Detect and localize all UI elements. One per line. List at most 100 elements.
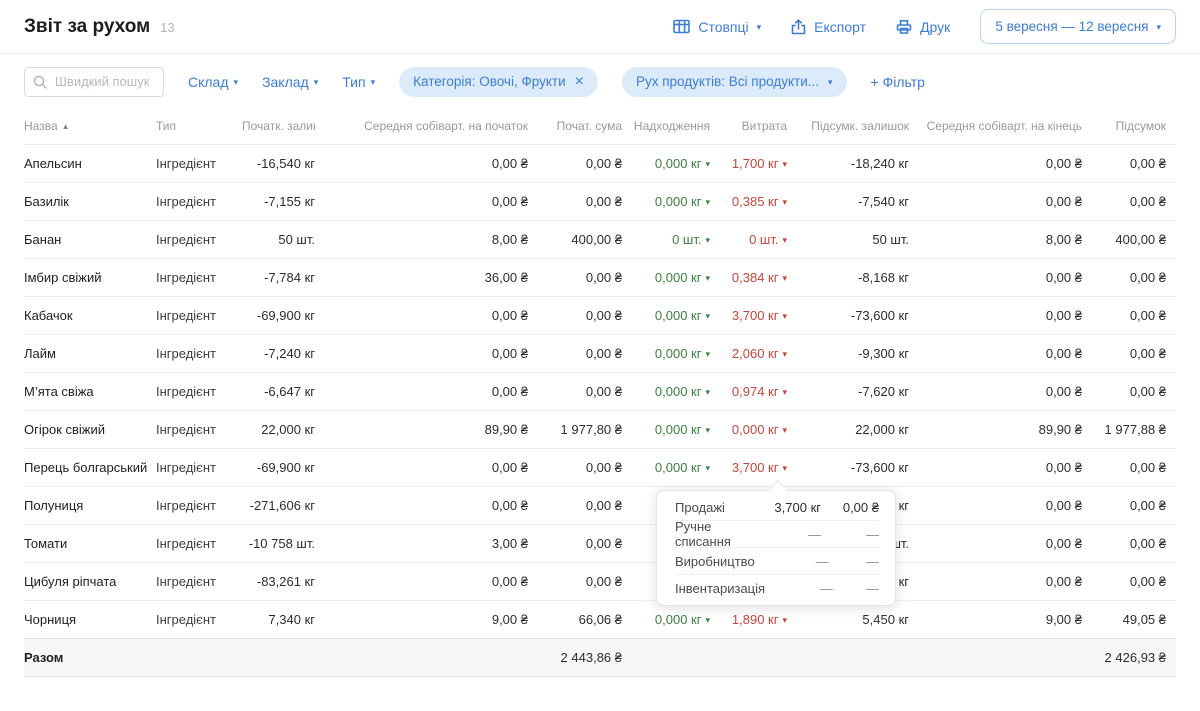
expense-dropdown[interactable]: 2,060 кг ▾ — [731, 345, 787, 361]
columns-button[interactable]: Стовпці ▾ — [673, 19, 761, 35]
receipts-dropdown[interactable]: 0,000 кг ▾ — [654, 345, 710, 361]
expense-dropdown[interactable]: 0,384 кг ▾ — [731, 269, 787, 285]
add-filter-button[interactable]: + Фільтр — [870, 73, 925, 90]
expense-dropdown[interactable]: 1,890 кг ▾ — [731, 611, 787, 627]
receipts-dropdown[interactable]: 0,000 кг ▾ — [654, 269, 710, 285]
export-button[interactable]: Експорт — [791, 19, 866, 35]
avg-cost-end: 0,00 ₴ — [909, 561, 1082, 600]
movement-breakdown-popup: Продажі 3,700 кг 0,00 ₴ Ручне списання — — Вир… — [656, 480, 896, 606]
table-row: Базилік Інгредієнт -7,155 кг 0,00 ₴ 0,00 ₴ 0,… — [24, 181, 1176, 220]
expense-dropdown[interactable]: 0 шт. ▾ — [749, 231, 787, 247]
avg-cost-end: 0,00 ₴ — [909, 523, 1082, 562]
type-dropdown[interactable]: Тип ▾ — [342, 73, 376, 90]
product-type: Інгредієнт — [156, 523, 242, 562]
chevron-down-icon: ▾ — [782, 614, 787, 625]
avg-cost-start: 0,00 ₴ — [315, 143, 528, 182]
column-header-9[interactable]: Підсумок — [1115, 119, 1166, 134]
search-input[interactable] — [24, 66, 164, 97]
avg-cost-start: 36,00 ₴ — [315, 257, 528, 296]
warehouse-dropdown[interactable]: Склад ▾ — [188, 73, 239, 90]
column-header-1[interactable]: Тип — [156, 119, 177, 134]
product-name: Кабачок — [24, 295, 156, 334]
product-name: Перець болгарський — [24, 447, 156, 486]
product-movement-filter-chip[interactable]: Рух продуктів: Всі продукти... ▾ — [621, 66, 847, 97]
initial-balance: -16,540 кг — [242, 143, 315, 182]
column-header-2[interactable]: Початк. залишок — [242, 119, 315, 134]
popup-row: Інвентаризація — — — [675, 575, 879, 602]
avg-cost-end: 89,90 ₴ — [909, 409, 1082, 448]
chevron-down-icon: ▾ — [782, 272, 787, 283]
column-header-4[interactable]: Почат. сума — [556, 119, 622, 134]
expense-dropdown[interactable]: 3,700 кг ▾ — [731, 307, 787, 323]
avg-cost-start: 9,00 ₴ — [315, 599, 528, 638]
receipts-dropdown[interactable]: 0,000 кг ▾ — [654, 459, 710, 475]
total-sum: 1 977,88 ₴ — [1082, 409, 1176, 448]
initial-sum: 0,00 ₴ — [528, 485, 622, 524]
table-footer-row: Разом 2 443,86 ₴ 2 426,93 ₴ — [24, 637, 1176, 677]
chevron-down-icon: ▾ — [705, 310, 710, 321]
venue-dropdown[interactable]: Заклад ▾ — [262, 73, 319, 90]
initial-balance: -10 758 шт. — [242, 523, 315, 562]
avg-cost-start: 0,00 ₴ — [315, 295, 528, 334]
product-name: Томати — [24, 523, 156, 562]
column-header-5[interactable]: Надходження — [633, 119, 710, 134]
final-balance: -73,600 кг — [787, 295, 909, 334]
product-type: Інгредієнт — [156, 447, 242, 486]
popup-row-label: Виробництво — [675, 553, 755, 569]
initial-sum: 0,00 ₴ — [528, 181, 622, 220]
avg-cost-end: 0,00 ₴ — [909, 371, 1082, 410]
close-icon[interactable]: × — [574, 72, 584, 90]
avg-cost-start: 0,00 ₴ — [315, 181, 528, 220]
initial-balance: -7,784 кг — [242, 257, 315, 296]
initial-balance: -7,240 кг — [242, 333, 315, 372]
popup-rows: Продажі 3,700 кг 0,00 ₴ Ручне списання — — Вир… — [657, 494, 895, 602]
receipts-dropdown[interactable]: 0,000 кг ▾ — [654, 193, 710, 209]
chevron-down-icon: ▾ — [705, 272, 710, 283]
receipts-dropdown[interactable]: 0,000 кг ▾ — [654, 307, 710, 323]
column-header-6[interactable]: Витрата — [741, 119, 787, 134]
columns-icon — [673, 19, 691, 34]
top-bar: Звіт за рухом 13 Стовпці ▾ — [0, 0, 1200, 54]
column-header-8[interactable]: Середня собіварт. на кінець — [926, 119, 1082, 134]
table-row: Огірок свіжий Інгредієнт 22,000 кг 89,90 ₴ 1… — [24, 409, 1176, 448]
product-name: Чорниця — [24, 599, 156, 638]
final-balance: 22,000 кг — [787, 409, 909, 448]
receipts-dropdown[interactable]: 0,000 кг ▾ — [654, 611, 710, 627]
column-header-3[interactable]: Середня собіварт. на початок — [364, 119, 528, 134]
receipts-dropdown[interactable]: 0,000 кг ▾ — [654, 155, 710, 171]
initial-balance: -69,900 кг — [242, 447, 315, 486]
product-type: Інгредієнт — [156, 143, 242, 182]
table-row: Лайм Інгредієнт -7,240 кг 0,00 ₴ 0,00 ₴ 0,000… — [24, 333, 1176, 372]
final-balance: -18,240 кг — [787, 143, 909, 182]
toolbar: Стовпці ▾ Експорт Друк — [673, 9, 1176, 44]
expense-dropdown[interactable]: 1,700 кг ▾ — [731, 155, 787, 171]
footer-total-label: Разом — [24, 637, 156, 677]
product-type: Інгредієнт — [156, 181, 242, 220]
final-balance: -73,600 кг — [787, 447, 909, 486]
popup-row-sum: — — [866, 553, 879, 569]
total-sum: 0,00 ₴ — [1082, 143, 1176, 182]
report-table-wrap: Назва▲ Тип Початк. залишок Середня собіварт… — [0, 109, 1200, 677]
expense-dropdown[interactable]: 3,700 кг ▾ — [731, 459, 787, 475]
receipts-dropdown[interactable]: 0,000 кг ▾ — [654, 383, 710, 399]
chevron-down-icon: ▾ — [782, 158, 787, 169]
receipts-dropdown[interactable]: 0,000 кг ▾ — [654, 421, 710, 437]
column-header-7[interactable]: Підсумк. залишок — [811, 119, 909, 134]
product-name: Банан — [24, 219, 156, 258]
columns-label: Стовпці — [698, 18, 749, 35]
print-button[interactable]: Друк — [896, 19, 950, 35]
chevron-down-icon: ▾ — [782, 424, 787, 435]
column-header-0[interactable]: Назва ▲ — [24, 119, 70, 134]
receipts-dropdown[interactable]: 0 шт. ▾ — [672, 231, 710, 247]
export-label: Експорт — [814, 18, 867, 35]
initial-balance: -6,647 кг — [242, 371, 315, 410]
expense-dropdown[interactable]: 0,974 кг ▾ — [731, 383, 787, 399]
date-range-button[interactable]: 5 вересня — 12 вересня ▾ — [980, 9, 1176, 44]
expense-dropdown[interactable]: 0,385 кг ▾ — [731, 193, 787, 209]
expense-dropdown[interactable]: 0,000 кг ▾ — [731, 421, 787, 437]
avg-cost-start: 8,00 ₴ — [315, 219, 528, 258]
initial-sum: 0,00 ₴ — [528, 523, 622, 562]
product-type: Інгредієнт — [156, 371, 242, 410]
category-filter-chip[interactable]: Категорія: Овочі, Фрукти × — [399, 66, 598, 97]
initial-sum: 0,00 ₴ — [528, 371, 622, 410]
